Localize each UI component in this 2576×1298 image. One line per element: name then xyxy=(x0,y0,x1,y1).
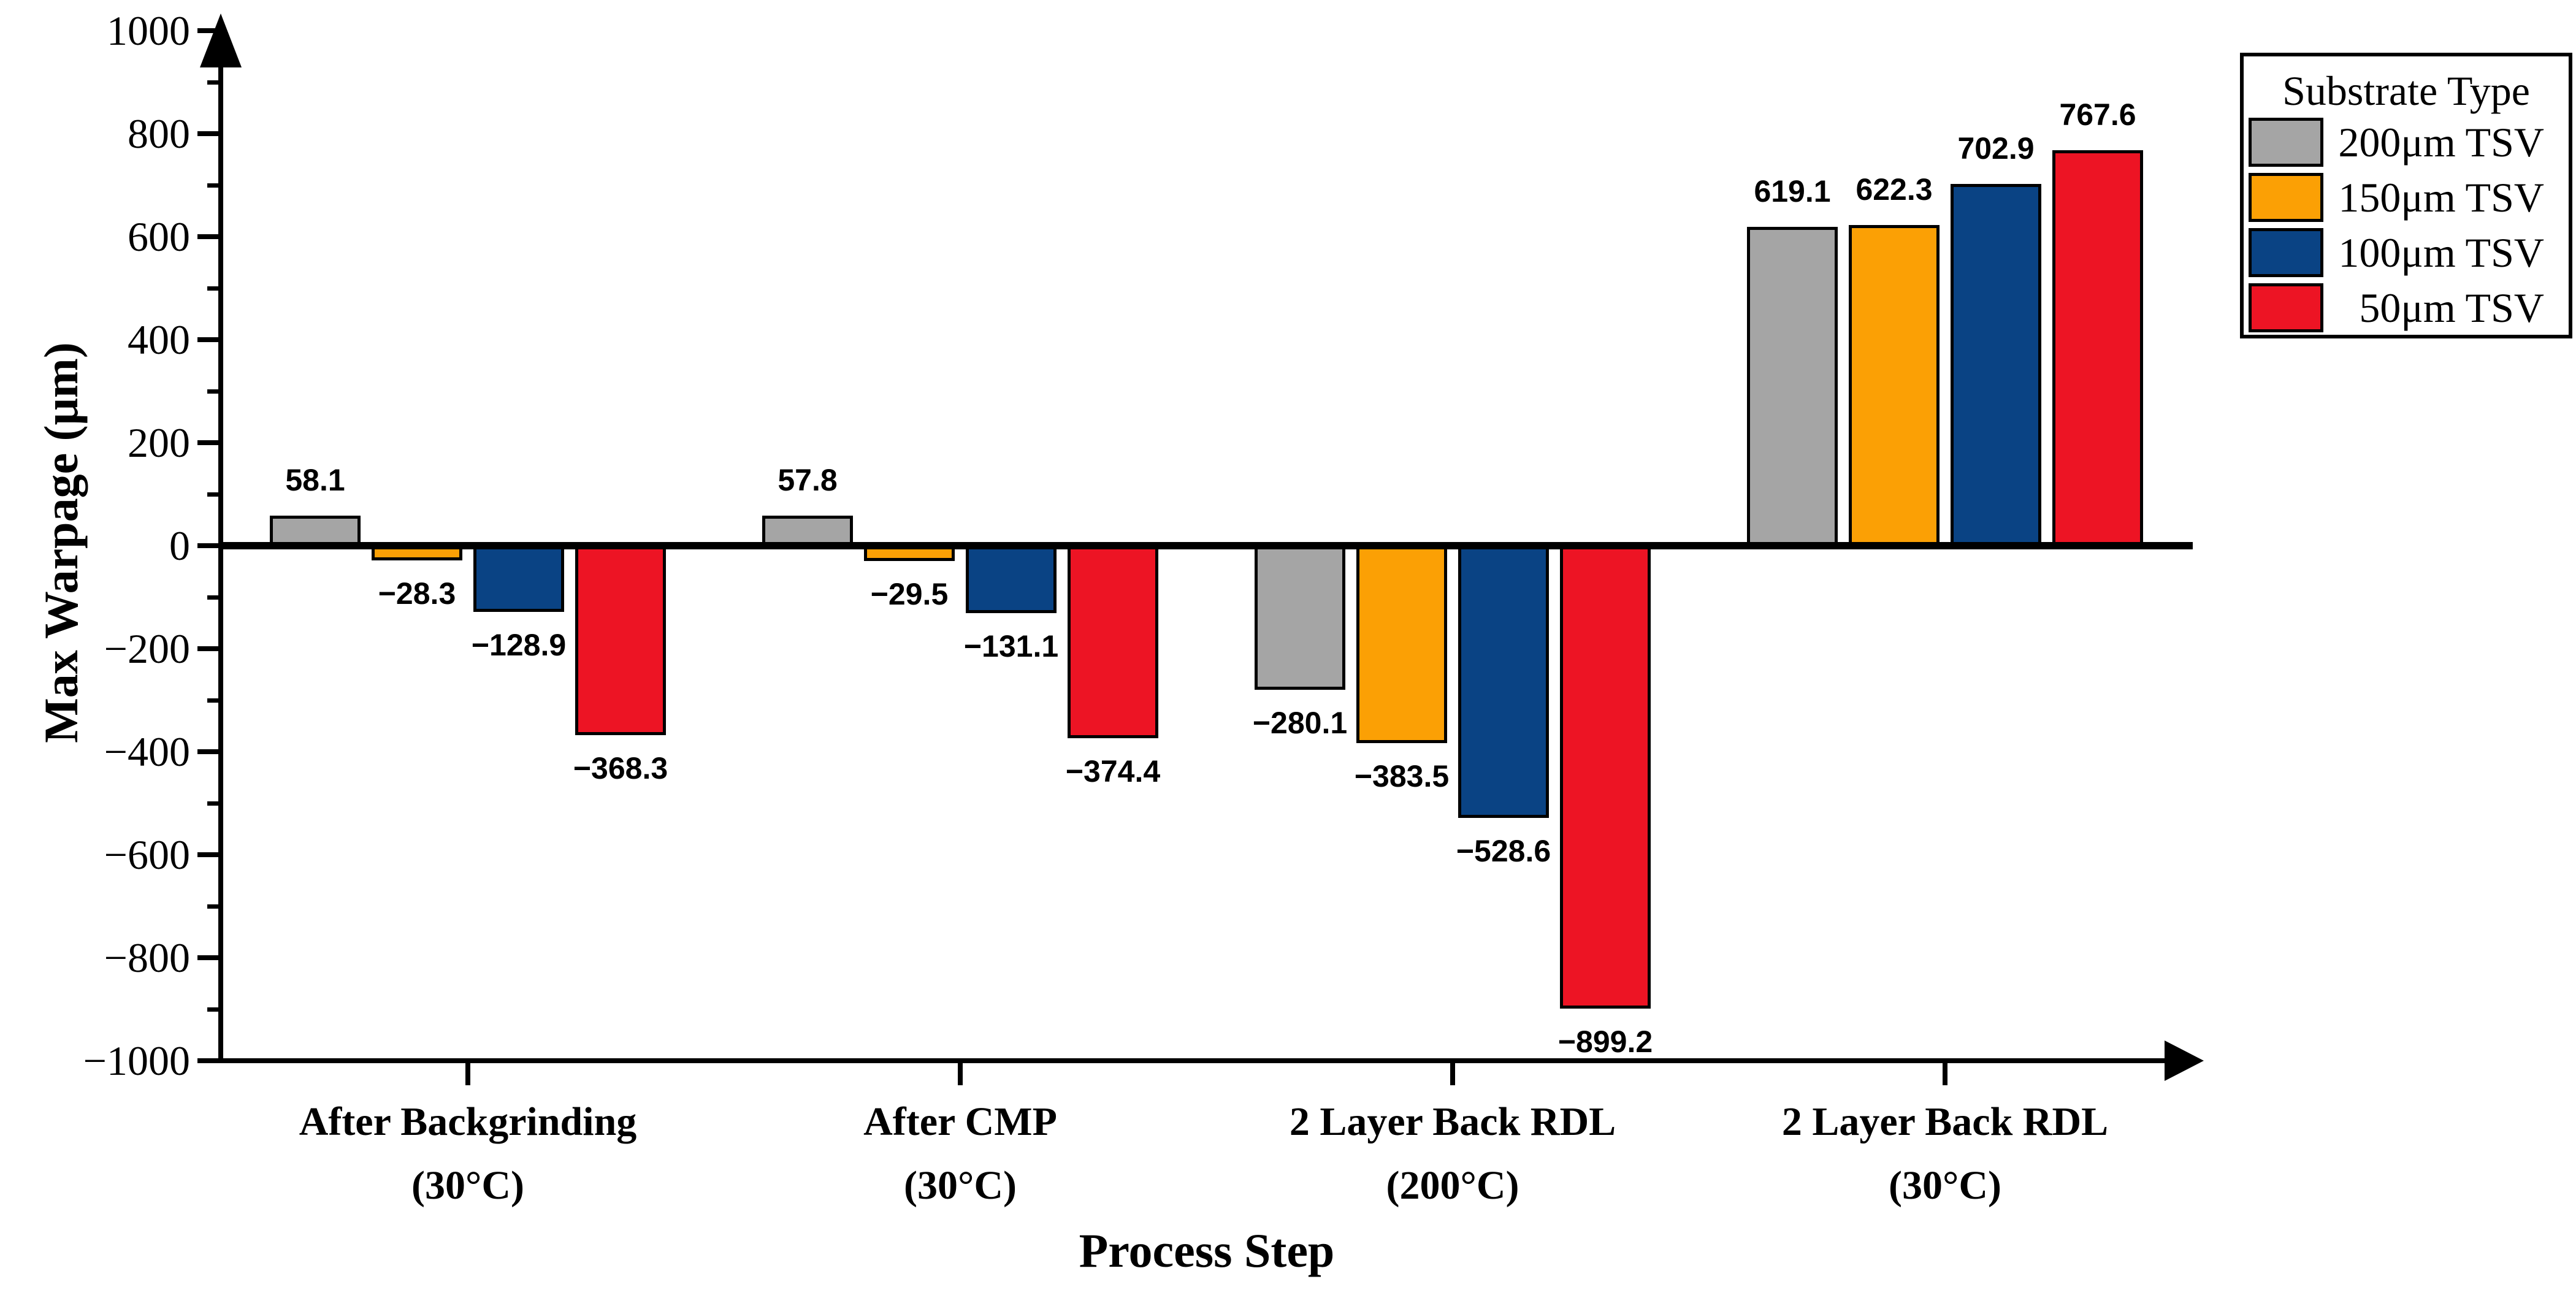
y-tick-label: −800 xyxy=(104,934,190,981)
bar-150mTSV-g3 xyxy=(1356,546,1447,743)
bar-200mTSV-g2 xyxy=(762,516,853,546)
x-tick xyxy=(1943,1061,1947,1085)
y-minor-tick xyxy=(207,595,221,600)
bar-value-label: −374.4 xyxy=(1065,754,1161,788)
x-axis-line xyxy=(197,1058,2166,1063)
legend-row: 200μm TSV xyxy=(2244,118,2569,167)
x-axis-arrow-icon xyxy=(2165,1040,2204,1081)
legend-row: 50μm TSV xyxy=(2244,283,2569,332)
category-label: 2 Layer Back RDL (200°C) xyxy=(1177,1090,1729,1218)
zero-line xyxy=(218,542,2193,549)
y-tick-label: −200 xyxy=(104,625,190,672)
category-label-line: 2 Layer Back RDL xyxy=(1781,1099,2109,1144)
x-tick xyxy=(1450,1061,1455,1085)
y-major-tick xyxy=(197,1058,221,1063)
bar-value-label: −899.2 xyxy=(1557,1025,1653,1059)
bar-value-label: 619.1 xyxy=(1754,174,1831,208)
y-major-tick xyxy=(197,440,221,445)
bar-value-label: 767.6 xyxy=(2059,97,2136,132)
legend-label: 150μm TSV xyxy=(2338,174,2544,221)
bar-50mTSV-g3 xyxy=(1560,546,1651,1009)
legend-swatch-icon xyxy=(2249,283,2323,332)
bar-value-label: −28.3 xyxy=(378,576,456,611)
y-axis-arrow-icon xyxy=(200,13,242,67)
y-major-tick xyxy=(197,234,221,239)
bar-value-label: −368.3 xyxy=(573,751,668,785)
y-minor-tick xyxy=(207,904,221,909)
y-minor-tick xyxy=(207,80,221,85)
bar-200mTSV-g1 xyxy=(270,516,361,546)
x-axis-title: Process Step xyxy=(1079,1224,1335,1277)
y-tick-label: 400 xyxy=(128,316,190,363)
y-tick-label: 1000 xyxy=(107,7,190,54)
bar-value-label: −128.9 xyxy=(471,628,567,662)
bar-50mTSV-g4 xyxy=(2052,150,2143,546)
bar-50mTSV-g1 xyxy=(575,546,666,735)
bar-value-label: −131.1 xyxy=(963,629,1059,663)
bar-100mTSV-g4 xyxy=(1951,184,2041,546)
y-tick-label: 0 xyxy=(169,522,190,569)
legend-label: 200μm TSV xyxy=(2338,119,2544,166)
category-label-line: (30°C) xyxy=(1888,1163,2001,1208)
y-major-tick xyxy=(197,543,221,548)
y-tick-label: −1000 xyxy=(83,1037,190,1084)
bar-value-label: 702.9 xyxy=(1957,131,2035,166)
category-label: 2 Layer Back RDL (30°C) xyxy=(1669,1090,2221,1218)
bar-value-label: 622.3 xyxy=(1856,172,1933,207)
bar-100mTSV-g3 xyxy=(1458,546,1549,818)
y-tick-label: 200 xyxy=(128,419,190,466)
bar-value-label: −29.5 xyxy=(870,577,949,611)
y-minor-tick xyxy=(207,698,221,703)
y-major-tick xyxy=(197,337,221,342)
legend: Substrate Type 200μm TSV 150μm TSV 100μm T… xyxy=(2240,53,2572,338)
category-label-line: (30°C) xyxy=(903,1163,1017,1208)
y-minor-tick xyxy=(207,1007,221,1012)
y-major-tick xyxy=(197,955,221,960)
y-minor-tick xyxy=(207,286,221,291)
y-major-tick xyxy=(197,28,221,33)
y-tick-label: 600 xyxy=(128,213,190,260)
bar-value-label: 57.8 xyxy=(778,463,838,497)
bar-value-label: −383.5 xyxy=(1354,759,1450,793)
legend-label: 50μm TSV xyxy=(2359,284,2544,331)
legend-swatch-icon xyxy=(2249,118,2323,167)
bar-200mTSV-g4 xyxy=(1747,227,1838,546)
legend-row: 150μm TSV xyxy=(2244,173,2569,222)
y-axis-line xyxy=(218,37,223,1061)
y-minor-tick xyxy=(207,183,221,188)
category-label-line: After CMP xyxy=(863,1099,1057,1144)
x-tick xyxy=(958,1061,963,1085)
bar-200mTSV-g3 xyxy=(1255,546,1345,690)
bar-50mTSV-g2 xyxy=(1068,546,1158,738)
category-label: After CMP (30°C) xyxy=(684,1090,1236,1218)
bar-value-label: 58.1 xyxy=(285,463,345,497)
category-label: After Backgrinding (30°C) xyxy=(192,1090,744,1218)
legend-label: 100μm TSV xyxy=(2338,229,2544,276)
y-minor-tick xyxy=(207,492,221,497)
y-tick-label: −600 xyxy=(104,831,190,878)
y-major-tick xyxy=(197,852,221,857)
y-minor-tick xyxy=(207,389,221,394)
y-minor-tick xyxy=(207,801,221,806)
legend-swatch-icon xyxy=(2249,173,2323,222)
bar-150mTSV-g4 xyxy=(1849,225,1940,546)
y-major-tick xyxy=(197,131,221,136)
y-major-tick xyxy=(197,749,221,754)
legend-title: Substrate Type xyxy=(2282,67,2530,114)
legend-swatch-icon xyxy=(2249,228,2323,277)
y-major-tick xyxy=(197,646,221,651)
y-tick-label: 800 xyxy=(128,110,190,157)
category-label-line: (200°C) xyxy=(1386,1163,1519,1208)
x-tick xyxy=(465,1061,470,1085)
category-label-line: After Backgrinding xyxy=(299,1099,637,1144)
y-tick-label: −400 xyxy=(104,728,190,775)
bar-value-label: −280.1 xyxy=(1252,706,1348,740)
category-label-line: (30°C) xyxy=(411,1163,524,1208)
category-label-line: 2 Layer Back RDL xyxy=(1289,1099,1616,1144)
bar-value-label: −528.6 xyxy=(1456,834,1551,868)
legend-row: 100μm TSV xyxy=(2244,228,2569,277)
